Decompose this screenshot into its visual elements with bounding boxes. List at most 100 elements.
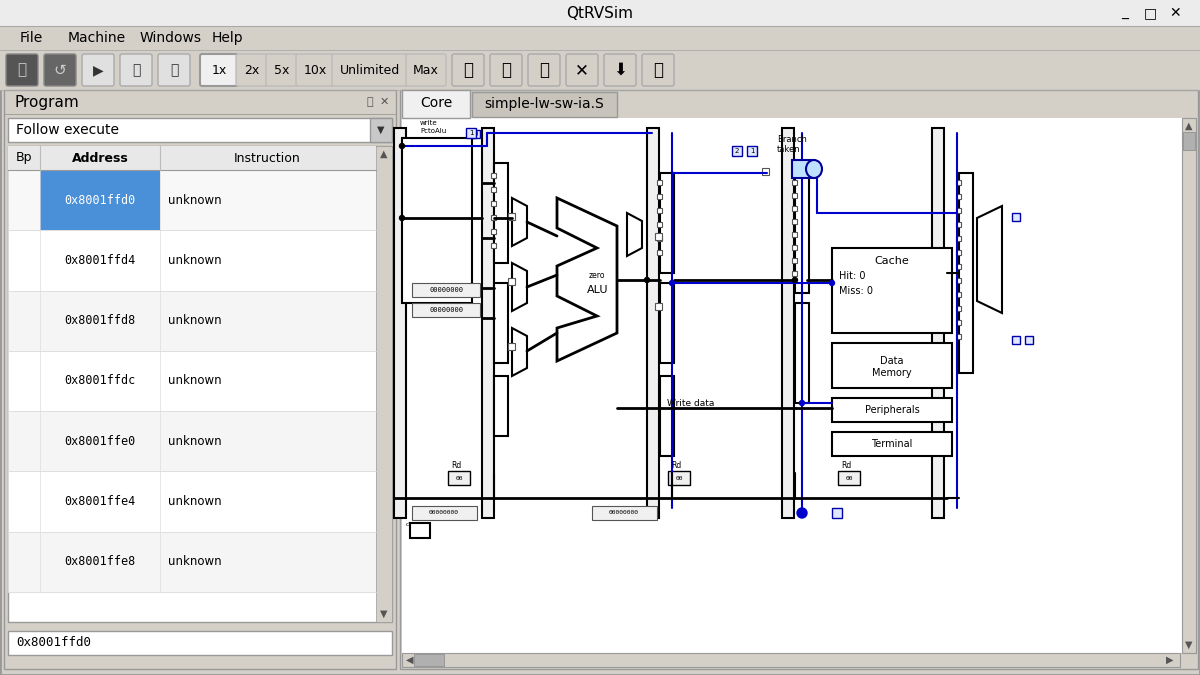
Bar [414,654,444,666]
Bar [8,170,376,230]
Bar [472,130,480,138]
Bar [394,128,406,518]
Bar [956,334,961,339]
Bar [792,180,797,185]
Text: Branch: Branch [778,136,806,144]
Bar [956,208,961,213]
Bar [40,170,160,230]
Bar [956,306,961,311]
Text: Rd: Rd [841,462,851,470]
FancyBboxPatch shape [604,54,636,86]
Text: 00000000: 00000000 [430,287,463,293]
Bar [792,271,797,276]
Text: Rd: Rd [451,462,461,470]
Text: ▼: ▼ [377,125,385,135]
Bar [1183,132,1195,150]
Bar [956,180,961,185]
Text: 10x: 10x [304,63,326,76]
Bar [668,471,690,485]
Circle shape [400,144,404,148]
Text: ▲: ▲ [380,149,388,159]
Bar [655,303,662,310]
Bar [956,264,961,269]
Bar [494,376,508,436]
Bar [655,233,662,240]
Text: c1: c1 [406,522,413,527]
Circle shape [792,277,798,283]
Text: ▶: ▶ [1166,655,1174,665]
Bar [746,146,757,156]
FancyBboxPatch shape [200,54,238,86]
Bar [491,173,496,178]
Bar [491,187,496,192]
Bar [792,245,797,250]
Text: ✕: ✕ [379,97,389,107]
Bar [658,180,662,185]
Text: taken: taken [778,146,800,155]
Bar [956,320,961,325]
Bar [792,219,797,224]
Bar [1012,336,1020,344]
FancyBboxPatch shape [44,54,76,86]
Bar [575,338,582,345]
Bar [956,194,961,199]
Text: unknown: unknown [168,194,222,207]
Text: Bp: Bp [16,151,32,165]
Bar [8,146,392,622]
Text: 📕: 📕 [653,61,662,79]
Text: Address: Address [72,151,128,165]
Circle shape [829,281,834,286]
Bar [0,50,1200,90]
Bar [792,258,797,263]
Text: 0: 0 [474,131,479,137]
Bar [959,173,973,373]
Polygon shape [792,160,814,178]
Bar [8,351,376,411]
Text: 00: 00 [845,475,853,481]
Circle shape [670,281,674,286]
Bar [762,168,769,175]
Text: Write data: Write data [667,398,714,408]
Text: ▼: ▼ [380,609,388,619]
Text: 2: 2 [734,148,739,154]
Text: unknown: unknown [168,435,222,448]
Bar [575,273,582,280]
Bar [658,250,662,255]
Bar [402,118,1184,653]
Text: 📂: 📂 [502,61,511,79]
Bar [491,229,496,234]
Bar [508,213,515,220]
Bar [8,411,376,471]
Bar [796,303,809,403]
Bar [491,201,496,206]
Text: ▶: ▶ [92,63,103,77]
Text: 0x8001ffd0: 0x8001ffd0 [16,637,91,649]
Polygon shape [628,213,642,256]
Bar [732,146,742,156]
Bar [792,232,797,237]
FancyBboxPatch shape [528,54,560,86]
FancyBboxPatch shape [406,54,446,86]
Text: 1: 1 [750,148,755,154]
Bar [8,532,376,592]
Bar [956,250,961,255]
FancyBboxPatch shape [158,54,190,86]
Text: ✕: ✕ [575,61,589,79]
Text: Max: Max [413,63,439,76]
Text: unknown: unknown [168,375,222,387]
FancyBboxPatch shape [452,54,484,86]
Bar [782,128,794,518]
Text: Peripherals: Peripherals [865,405,919,415]
Text: Cache: Cache [875,256,910,266]
Bar [4,90,396,669]
Text: 0x8001ffe4: 0x8001ffe4 [65,495,136,508]
Text: Follow execute: Follow execute [16,123,119,137]
Text: 00000000: 00000000 [430,510,458,516]
Bar [376,146,392,622]
Bar [838,471,860,485]
Text: 0x8001ffe8: 0x8001ffe8 [65,556,136,568]
Bar [494,283,508,363]
Circle shape [799,400,804,406]
Bar [832,343,952,388]
Bar [792,193,797,198]
